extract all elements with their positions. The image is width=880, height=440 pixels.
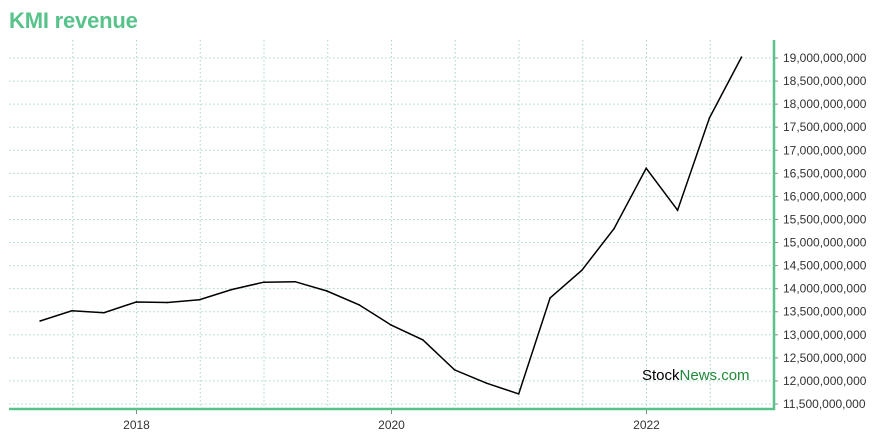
data-point <box>581 269 583 272</box>
y-tick-label: 14,000,000,000 <box>783 282 867 296</box>
data-point <box>71 310 73 312</box>
y-tick-label: 12,500,000,000 <box>783 351 867 365</box>
data-point <box>453 369 456 371</box>
x-tick-label: 2022 <box>633 418 660 432</box>
y-tick-label: 13,000,000,000 <box>783 328 867 342</box>
data-point <box>39 320 41 322</box>
data-point <box>198 298 201 301</box>
chart-title: KMI revenue <box>9 8 138 33</box>
y-tick-label: 15,000,000,000 <box>783 236 867 250</box>
y-tick-label: 13,500,000,000 <box>783 305 867 319</box>
data-point <box>740 56 743 58</box>
watermark-part-news: News <box>680 367 718 384</box>
x-tick-labels: 2018 2020 2022 <box>123 418 660 432</box>
data-point <box>422 339 424 341</box>
data-point <box>613 227 615 230</box>
x-tick-label: 2020 <box>378 418 405 432</box>
data-point <box>390 324 392 326</box>
stocknews-watermark: StockNews.com <box>642 367 750 384</box>
data-point <box>549 297 551 299</box>
data-point <box>230 288 233 291</box>
data-point <box>708 117 711 119</box>
data-point <box>294 280 296 283</box>
data-point <box>645 167 647 170</box>
axes <box>9 40 778 414</box>
grid-lines <box>9 40 774 409</box>
revenue-series-line <box>39 56 743 395</box>
watermark-part-com: .com <box>717 367 750 384</box>
data-point <box>326 290 328 292</box>
data-point <box>103 311 105 314</box>
y-tick-label: 14,500,000,000 <box>783 259 867 273</box>
y-tick-label: 15,500,000,000 <box>783 212 867 226</box>
y-tick-label: 17,000,000,000 <box>783 143 867 157</box>
y-tick-label: 17,500,000,000 <box>783 120 867 134</box>
data-points <box>39 56 743 395</box>
y-tick-label: 16,500,000,000 <box>783 166 867 180</box>
data-point <box>166 301 169 304</box>
data-point <box>517 393 520 395</box>
data-point <box>485 382 488 385</box>
y-tick-label: 12,000,000,000 <box>783 374 867 388</box>
data-point <box>135 301 137 303</box>
y-tick-label: 18,500,000,000 <box>783 74 867 88</box>
y-tick-label: 19,000,000,000 <box>783 51 867 65</box>
y-tick-label: 18,000,000,000 <box>783 97 867 111</box>
data-point <box>262 281 265 284</box>
y-tick-label: 16,000,000,000 <box>783 189 867 203</box>
y-tick-labels: 11,500,000,000 12,000,000,000 12,500,000,0… <box>783 51 867 411</box>
watermark-part-stock: Stock <box>642 367 680 384</box>
data-point <box>676 209 679 212</box>
data-point <box>358 304 360 306</box>
x-tick-label: 2018 <box>123 418 150 432</box>
y-tick-label: 11,500,000,000 <box>783 397 866 411</box>
